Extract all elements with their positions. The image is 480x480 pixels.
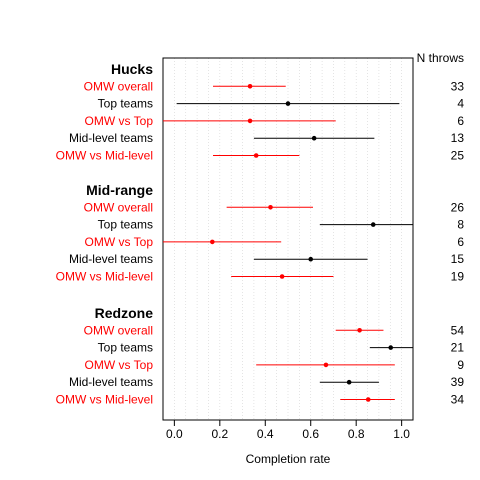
n-throws-column: 33 4 6 13 25 26 8 6 15 19 54 21 9 39 34 <box>451 79 465 406</box>
x-tick-label: 0.4 <box>257 427 274 441</box>
right-header: N throws <box>417 51 464 65</box>
n-throws-value: 34 <box>451 393 465 407</box>
n-throws-value: 54 <box>451 323 465 337</box>
row-label: Mid-level teams <box>69 131 153 145</box>
estimate-point <box>311 135 317 141</box>
estimate-point <box>279 274 285 279</box>
n-throws-value: 4 <box>457 97 464 111</box>
x-axis: 0.0 0.2 0.4 0.6 0.8 1.0 <box>166 419 410 441</box>
n-throws-value: 26 <box>451 200 465 214</box>
estimate-point <box>388 345 394 350</box>
estimate-point <box>308 256 314 262</box>
row-label: Top teams <box>98 341 153 355</box>
n-throws-value: 33 <box>451 79 465 93</box>
row-label: Top teams <box>98 218 153 232</box>
group-title: Redzone <box>95 305 154 321</box>
estimate-point <box>323 362 329 368</box>
n-throws-value: 8 <box>457 218 464 232</box>
n-throws-value: 19 <box>451 270 465 284</box>
estimate-point <box>210 239 215 245</box>
estimate-point <box>365 397 371 402</box>
row-label: OMW vs Top <box>85 114 154 128</box>
estimate-point <box>247 118 253 124</box>
row-label: OMW overall <box>84 79 153 93</box>
estimate-point <box>253 153 259 158</box>
estimate-point <box>268 205 273 210</box>
row-label: Mid-level teams <box>69 252 153 266</box>
estimate-point <box>346 379 352 385</box>
x-axis-label: Completion rate <box>246 452 331 466</box>
n-throws-value: 39 <box>451 375 465 389</box>
row-label: OMW vs Top <box>85 358 154 372</box>
row-label: Mid-level teams <box>69 375 153 389</box>
grid-lines <box>174 58 402 420</box>
n-throws-value: 15 <box>451 252 465 266</box>
n-throws-value: 25 <box>451 149 465 163</box>
row-labels: Hucks OMW overall Top teams OMW vs Top Mid-l… <box>56 61 154 407</box>
n-throws-value: 6 <box>457 114 464 128</box>
n-throws-value: 13 <box>451 131 465 145</box>
n-throws-value: 6 <box>457 235 464 249</box>
x-tick-label: 0.6 <box>302 427 319 441</box>
estimate-point <box>370 222 376 227</box>
x-tick-label: 0.8 <box>348 427 365 441</box>
group-title: Hucks <box>111 61 153 77</box>
row-label: OMW overall <box>84 200 153 214</box>
x-tick-label: 1.0 <box>393 427 410 441</box>
estimate-point <box>357 328 362 333</box>
row-label: Top teams <box>98 97 153 111</box>
row-label: OMW overall <box>84 323 153 337</box>
x-tick-label: 0.0 <box>166 427 183 441</box>
n-throws-value: 9 <box>457 358 464 372</box>
plot-marks <box>163 84 413 402</box>
estimate-point <box>285 101 291 106</box>
estimate-point <box>247 84 253 89</box>
x-tick-label: 0.2 <box>211 427 228 441</box>
row-label: OMW vs Mid-level <box>56 149 153 163</box>
group-title: Mid-range <box>86 182 153 198</box>
row-label: OMW vs Mid-level <box>56 393 153 407</box>
row-label: OMW vs Top <box>85 235 154 249</box>
n-throws-value: 21 <box>451 341 465 355</box>
row-label: OMW vs Mid-level <box>56 270 153 284</box>
